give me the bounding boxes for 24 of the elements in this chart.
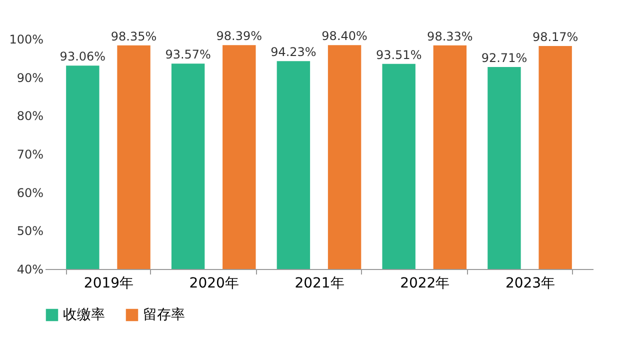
x-tick-label: 2020年 (189, 276, 239, 292)
x-tick-label: 2022年 (400, 276, 450, 292)
data-label: 98.35% (110, 29, 157, 44)
data-label: 98.17% (532, 30, 578, 44)
y-tick-label: 80% (16, 109, 44, 124)
y-tick-label: 60% (16, 186, 44, 200)
data-label: 94.23% (270, 45, 316, 60)
data-label: 98.39% (216, 29, 262, 44)
x-tick-label: 2021年 (294, 276, 344, 292)
data-label: 98.40% (322, 29, 368, 44)
legend-label: 收缴率 (63, 307, 105, 323)
y-tick-label: 90% (16, 70, 44, 85)
x-tick-label: 2023年 (505, 276, 556, 292)
x-tick-label: 2019年 (84, 276, 134, 292)
y-tick-label: 70% (16, 148, 44, 162)
y-tick-label: 40% (16, 262, 44, 276)
legend-label: 留存率 (143, 307, 185, 323)
data-label: 93.57% (165, 48, 211, 62)
data-label: 98.33% (427, 29, 473, 44)
data-label: 93.51% (376, 48, 422, 62)
y-tick-label: 50% (16, 224, 44, 238)
data-label: 93.06% (60, 50, 106, 64)
y-tick-label: 100% (9, 32, 44, 46)
data-label: 92.71% (481, 50, 528, 65)
